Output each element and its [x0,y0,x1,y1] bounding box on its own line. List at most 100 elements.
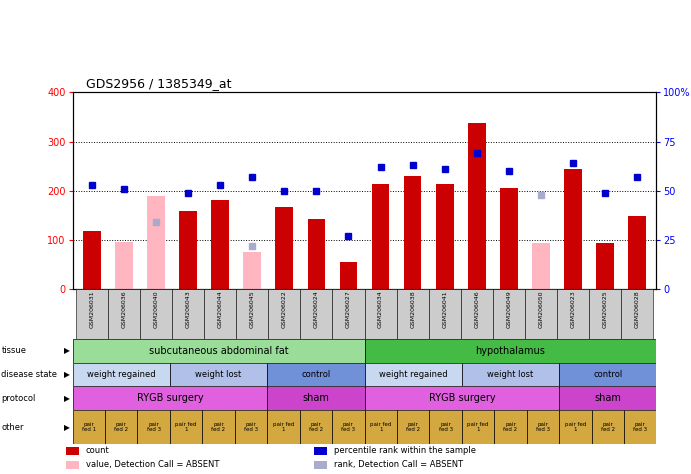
Text: ▶: ▶ [64,370,70,379]
Bar [559,410,591,444]
Bar [525,289,557,339]
Text: GSM206046: GSM206046 [474,291,480,328]
Text: tissue: tissue [1,346,26,355]
Bar [179,211,197,289]
Bar [340,262,357,289]
Text: pair
fed 3: pair fed 3 [341,422,355,432]
Text: GSM206045: GSM206045 [249,291,255,328]
Text: GSM206025: GSM206025 [603,291,607,328]
Bar [365,386,559,410]
Text: GSM206040: GSM206040 [153,291,158,328]
Text: GSM206022: GSM206022 [282,291,287,328]
Bar [591,410,624,444]
Bar [428,289,461,339]
Text: sham: sham [303,393,330,403]
Text: pair
fed 3: pair fed 3 [633,422,647,432]
Bar [397,410,429,444]
Bar [202,410,235,444]
Text: ▶: ▶ [64,346,70,355]
Bar [140,289,172,339]
Bar [589,289,621,339]
Bar [468,123,486,289]
Bar [461,289,493,339]
Text: weight lost: weight lost [196,370,242,379]
Text: weight regained: weight regained [379,370,448,379]
Bar [268,289,301,339]
Text: pair
fed 2: pair fed 2 [504,422,518,432]
Bar [429,410,462,444]
Text: pair
fed 2: pair fed 2 [406,422,420,432]
Text: pair
fed 3: pair fed 3 [244,422,258,432]
Bar [76,289,108,339]
Bar [300,410,332,444]
Text: other: other [1,423,24,431]
Bar [307,219,325,289]
Bar [621,289,653,339]
Bar [596,244,614,289]
Text: GDS2956 / 1385349_at: GDS2956 / 1385349_at [86,77,232,90]
Text: GSM206023: GSM206023 [571,291,576,328]
Text: rank, Detection Call = ABSENT: rank, Detection Call = ABSENT [334,460,463,469]
Text: GSM206027: GSM206027 [346,291,351,328]
Bar [301,289,332,339]
Bar [364,289,397,339]
Text: pair
fed 1: pair fed 1 [82,422,96,432]
Bar [73,410,105,444]
Bar [314,461,327,469]
Text: RYGB surgery: RYGB surgery [428,393,495,403]
Bar [73,363,170,386]
Text: control: control [593,370,623,379]
Text: pair
fed 2: pair fed 2 [600,422,615,432]
Text: pair
fed 3: pair fed 3 [439,422,453,432]
Text: pair fed
1: pair fed 1 [467,422,489,432]
Text: GSM206041: GSM206041 [442,291,447,328]
Bar [500,188,518,289]
Text: count: count [86,446,109,455]
Text: subcutaneous abdominal fat: subcutaneous abdominal fat [149,346,288,356]
Text: GSM206024: GSM206024 [314,291,319,328]
Text: ▶: ▶ [64,423,70,431]
Bar [559,363,656,386]
Text: weight regained: weight regained [87,370,155,379]
Text: pair
fed 2: pair fed 2 [211,422,225,432]
Text: disease state: disease state [1,370,57,379]
Text: GSM206049: GSM206049 [507,291,511,328]
Text: GSM206034: GSM206034 [378,291,383,328]
Text: hypothalamus: hypothalamus [475,346,545,356]
Bar [73,386,267,410]
Bar [138,410,170,444]
Text: pair
fed 3: pair fed 3 [536,422,550,432]
Bar [462,363,559,386]
Text: GSM206050: GSM206050 [538,291,543,328]
Bar [267,363,365,386]
Text: protocol: protocol [1,394,36,402]
Bar [365,410,397,444]
Bar [73,339,365,363]
Text: RYGB surgery: RYGB surgery [137,393,203,403]
Text: pair
fed 2: pair fed 2 [309,422,323,432]
Bar [493,289,525,339]
Bar [66,461,79,469]
Bar [105,410,138,444]
Bar [397,289,428,339]
Bar [565,169,582,289]
Text: value, Detection Call = ABSENT: value, Detection Call = ABSENT [86,460,219,469]
Bar [559,386,656,410]
Bar [314,447,327,455]
Text: pair
fed 2: pair fed 2 [114,422,129,432]
Bar [532,243,550,289]
Bar [624,410,656,444]
Bar [462,410,494,444]
Bar [211,200,229,289]
Text: ▶: ▶ [64,394,70,402]
Bar [108,289,140,339]
Bar [372,184,389,289]
Bar [267,386,365,410]
Bar [236,289,268,339]
Text: GSM206028: GSM206028 [635,291,640,328]
Bar [332,410,365,444]
Bar [170,363,267,386]
Text: pair fed
1: pair fed 1 [565,422,586,432]
Bar [527,410,559,444]
Text: percentile rank within the sample: percentile rank within the sample [334,446,476,455]
